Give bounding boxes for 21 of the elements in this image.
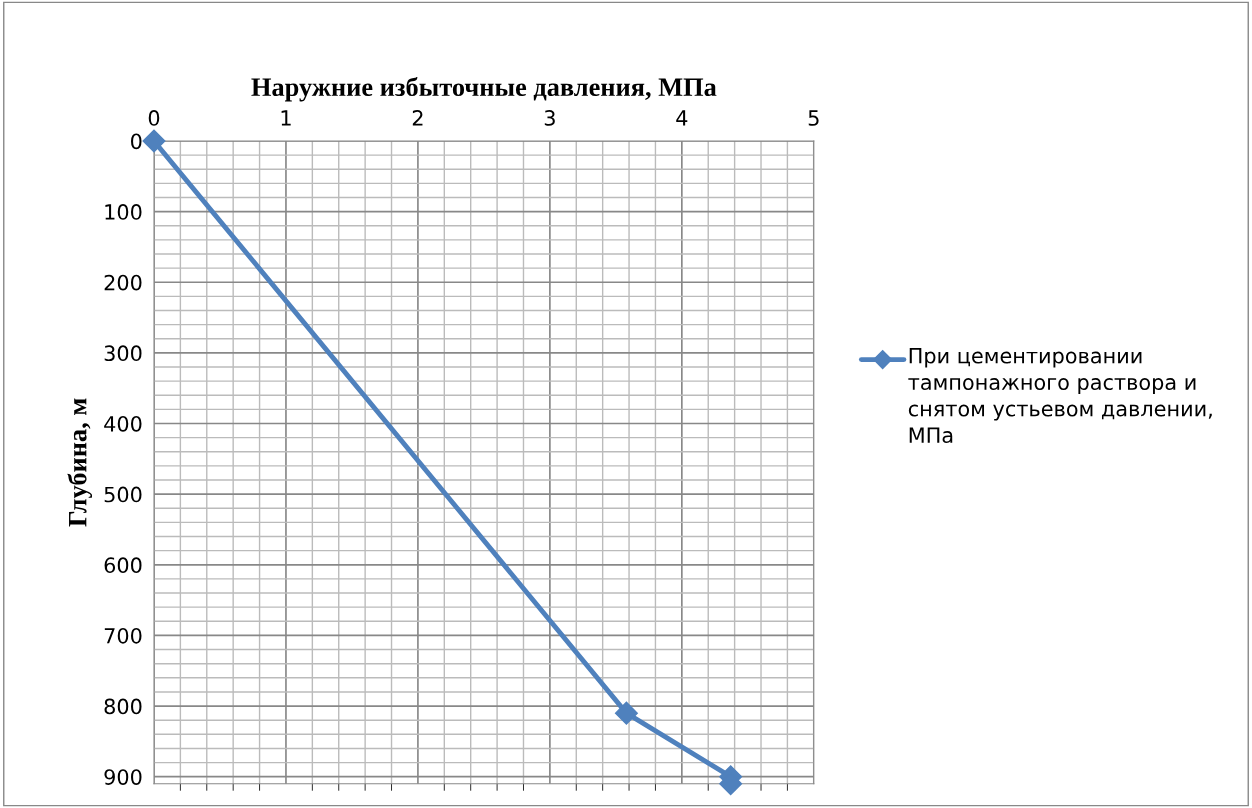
x-tick-label: 4 <box>676 110 688 126</box>
x-tick-label: 2 <box>412 110 423 126</box>
x-tick-label: 0 <box>148 110 160 126</box>
point <box>614 701 638 725</box>
y-tick-label: 700 <box>104 627 142 644</box>
point <box>142 129 166 153</box>
x-tick-label: 3 <box>544 110 555 126</box>
y-tick-label: 100 <box>105 204 142 220</box>
x-tick-label: 5 <box>808 110 819 126</box>
y-tick-label: 500 <box>104 486 142 503</box>
y-tick-label: 600 <box>104 557 142 574</box>
legend-label: При цементировании тампонажного раствора и снятом устьевом давлении, МПа <box>908 348 1212 444</box>
y-tick-label: 800 <box>104 698 142 715</box>
x-axis-title: Наружние избыточные давления, МПа <box>251 76 717 102</box>
y-tick-label: 0 <box>131 133 142 150</box>
y-tick-label: 900 <box>104 769 142 785</box>
y-tick-label: 400 <box>104 415 142 432</box>
y-tick-label: 300 <box>104 345 142 362</box>
x-tick-label: 1 <box>281 110 291 126</box>
y-axis-title: Глубина, м <box>67 398 93 527</box>
y-tick-label: 200 <box>104 274 142 291</box>
